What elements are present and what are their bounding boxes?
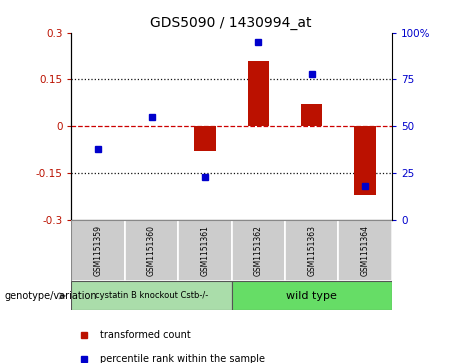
Text: GSM1151362: GSM1151362	[254, 225, 263, 276]
Text: transformed count: transformed count	[100, 330, 191, 340]
Text: GSM1151364: GSM1151364	[361, 225, 370, 276]
Text: GSM1151363: GSM1151363	[307, 225, 316, 276]
Bar	[355, 126, 376, 195]
Text: genotype/variation: genotype/variation	[5, 291, 97, 301]
Bar	[285, 220, 338, 281]
Bar	[71, 281, 231, 310]
Bar	[71, 220, 125, 281]
Bar	[231, 220, 285, 281]
Bar	[338, 220, 392, 281]
Text: GDS5090 / 1430994_at: GDS5090 / 1430994_at	[150, 16, 311, 30]
Text: wild type: wild type	[286, 291, 337, 301]
Bar	[178, 220, 231, 281]
Text: GSM1151360: GSM1151360	[147, 225, 156, 276]
Bar	[231, 281, 392, 310]
Text: percentile rank within the sample: percentile rank within the sample	[100, 354, 265, 363]
Bar	[194, 126, 216, 151]
Bar	[248, 61, 269, 126]
Bar	[125, 220, 178, 281]
Text: GSM1151359: GSM1151359	[94, 225, 103, 276]
Text: GSM1151361: GSM1151361	[201, 225, 209, 276]
Bar	[301, 104, 322, 126]
Text: cystatin B knockout Cstb-/-: cystatin B knockout Cstb-/-	[95, 291, 208, 300]
